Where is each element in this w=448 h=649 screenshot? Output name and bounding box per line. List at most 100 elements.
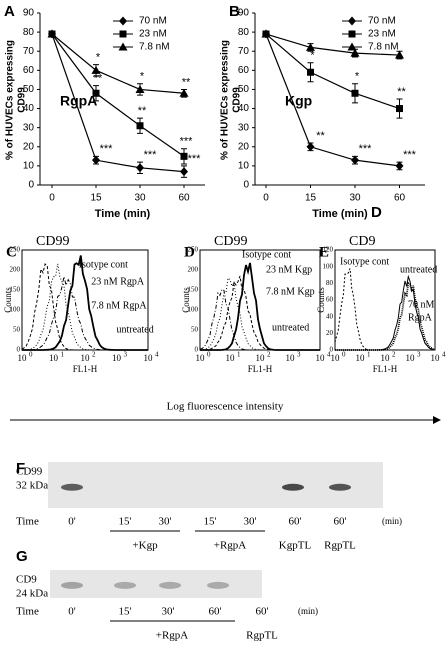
y-axis-label: % of HUVECs expressing bbox=[5, 40, 16, 160]
band bbox=[114, 581, 136, 589]
y-tick-label: 60 bbox=[326, 296, 334, 304]
x-tick-exponent: 0 bbox=[207, 351, 211, 359]
significance: ** bbox=[316, 130, 325, 142]
lane-label: 60' bbox=[334, 516, 347, 528]
x-tick-label: 10 bbox=[286, 353, 296, 363]
band bbox=[61, 581, 83, 589]
x-tick-exponent: 2 bbox=[92, 351, 96, 359]
protein-label: CD99 bbox=[16, 466, 43, 478]
size-label: 24 kDa bbox=[16, 588, 48, 600]
marker bbox=[136, 163, 144, 173]
y-tick-label: 80 bbox=[238, 27, 250, 38]
significance: ** bbox=[182, 76, 191, 88]
group-label: RgpTL bbox=[246, 630, 278, 642]
y-tick-label: 90 bbox=[238, 8, 250, 19]
x-tick-label: 15 bbox=[305, 193, 317, 204]
band bbox=[329, 483, 351, 491]
marker bbox=[119, 30, 127, 38]
x-tick-exponent: 0 bbox=[342, 351, 346, 359]
histogram-label: untreated bbox=[272, 322, 309, 333]
x-tick-label: 10 bbox=[18, 353, 28, 363]
marker bbox=[347, 42, 357, 51]
histogram-label: Isotype cont bbox=[79, 259, 128, 270]
x-tick-exponent: 1 bbox=[237, 351, 241, 359]
y-tick-label: 0 bbox=[28, 180, 34, 191]
y-axis-label: Counts bbox=[3, 287, 13, 313]
band bbox=[159, 581, 181, 589]
y-tick-label: 40 bbox=[23, 103, 35, 114]
y-tick-label: 60 bbox=[23, 65, 35, 76]
x-tick-label: 10 bbox=[144, 353, 154, 363]
y-tick-label: 100 bbox=[323, 262, 334, 270]
y-tick-label: 150 bbox=[188, 286, 199, 294]
group-label: +Kgp bbox=[132, 540, 158, 552]
marker bbox=[135, 84, 145, 93]
histogram-label: 7.8 nM Kgp bbox=[266, 286, 315, 297]
significance: * bbox=[310, 50, 315, 62]
group-label: +RgpA bbox=[156, 630, 189, 642]
panel-title: CD9 bbox=[349, 234, 375, 249]
legend-label: 23 nM bbox=[139, 29, 167, 40]
histogram-curve bbox=[22, 255, 148, 351]
x-tick-exponent: 2 bbox=[267, 351, 271, 359]
panel-letter: A bbox=[4, 3, 15, 20]
histogram-label: Isotype cont bbox=[242, 249, 291, 260]
band bbox=[282, 483, 304, 491]
histogram-curve bbox=[199, 288, 320, 351]
significance: *** bbox=[180, 136, 194, 148]
lane-label: 60' bbox=[256, 606, 269, 618]
series-line bbox=[51, 33, 185, 173]
y-tick-label: 60 bbox=[238, 65, 250, 76]
chart-title: RgpA bbox=[60, 93, 97, 109]
y-tick-label: 50 bbox=[13, 326, 21, 334]
lane-label: 30' bbox=[162, 606, 175, 618]
annotation: D bbox=[371, 204, 382, 221]
x-tick-exponent: 3 bbox=[297, 351, 301, 359]
x-tick-label: 60 bbox=[178, 193, 190, 204]
y-axis-label: % of HUVECs expressing bbox=[220, 40, 231, 160]
panel-letter: E bbox=[319, 244, 329, 260]
lane-label: 15' bbox=[204, 516, 217, 528]
y-axis-label: CD99 bbox=[17, 87, 28, 113]
time-label: Time bbox=[16, 516, 39, 528]
y-tick-label: 200 bbox=[10, 266, 21, 274]
y-tick-label: 70 bbox=[23, 46, 35, 57]
y-tick-label: 250 bbox=[188, 246, 199, 254]
y-tick-label: 20 bbox=[23, 141, 35, 152]
significance: ** bbox=[138, 105, 147, 117]
series-line bbox=[265, 33, 400, 167]
x-axis-label: FL1-H bbox=[73, 364, 98, 374]
lane-label: 30' bbox=[159, 516, 172, 528]
panel-title: CD99 bbox=[214, 234, 247, 249]
significance: *** bbox=[100, 143, 114, 155]
legend-label: 70 nM bbox=[139, 16, 167, 27]
marker bbox=[351, 155, 359, 165]
significance: ** bbox=[94, 73, 103, 85]
y-tick-label: 0 bbox=[330, 346, 334, 354]
x-tick-exponent: 3 bbox=[124, 351, 128, 359]
marker bbox=[395, 161, 404, 171]
x-axis-label: Time (min) bbox=[95, 208, 151, 220]
panel-letter: F bbox=[16, 460, 25, 477]
y-tick-label: 0 bbox=[243, 180, 249, 191]
lane-label: 0' bbox=[68, 516, 76, 528]
y-tick-label: 80 bbox=[23, 27, 35, 38]
marker bbox=[180, 167, 188, 177]
group-label: RgpTL bbox=[324, 540, 356, 552]
unit-label: (min) bbox=[382, 516, 402, 526]
histogram-label: untreated bbox=[117, 324, 154, 335]
legend-label: 7.8 nM bbox=[368, 42, 399, 53]
x-tick-label: 10 bbox=[316, 353, 326, 363]
unit-label: (min) bbox=[298, 606, 318, 616]
x-tick-exponent: 1 bbox=[61, 351, 65, 359]
histogram-label: RgpA bbox=[408, 312, 433, 323]
significance: ** bbox=[397, 86, 406, 98]
band bbox=[207, 581, 229, 589]
x-tick-exponent: 3 bbox=[417, 351, 421, 359]
histogram-label: untreated bbox=[400, 264, 437, 275]
x-tick-label: 10 bbox=[431, 353, 441, 363]
x-tick-label: 30 bbox=[134, 193, 146, 204]
y-tick-label: 100 bbox=[10, 306, 21, 314]
panel-title: CD99 bbox=[36, 234, 69, 249]
x-tick-label: 0 bbox=[263, 193, 269, 204]
